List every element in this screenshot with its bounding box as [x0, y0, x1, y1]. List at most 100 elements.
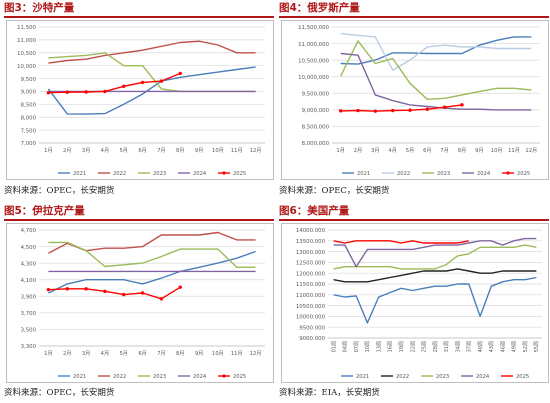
- legend-marker: [222, 171, 226, 175]
- panel-title: 图4：俄罗斯产量: [279, 2, 360, 14]
- legend-label: 2025: [233, 374, 246, 380]
- line-chart: 7,000 7,500 8,000 8,500 9,000 9,500 10,000 10,5…: [17, 25, 265, 177]
- series-line-2022: [48, 40, 256, 64]
- x-tick-label: 8月: [458, 147, 467, 154]
- source-note: 资料来源：OPEC，长安期货: [4, 388, 115, 398]
- y-tick-label: 4,300: [21, 261, 37, 267]
- y-tick-label: 10000.000: [296, 315, 326, 321]
- data-point-2025: [460, 103, 464, 107]
- chart-area: 8,000,000 8,500,000 9,000,000 9,500,000 10,0…: [281, 20, 549, 180]
- panel-title: 图5：伊拉克产量: [4, 205, 85, 217]
- series-line-2022: [340, 32, 532, 71]
- x-tick-label: 1月: [44, 350, 53, 357]
- line-chart: 8,000,000 8,500,000 9,000,000 9,500,000 10,0…: [298, 25, 540, 177]
- y-tick-label: 9,000: [21, 90, 37, 96]
- x-tick-label: 10月: [491, 147, 503, 154]
- data-point-2025: [65, 90, 69, 94]
- legend-label: 2025: [233, 171, 246, 177]
- y-tick-label: 4,100: [21, 278, 37, 284]
- y-tick-label: 9000.000: [299, 336, 325, 342]
- x-tick-label: 7月: [157, 350, 166, 357]
- x-tick-label: 2月: [354, 147, 363, 154]
- series-line-2021: [333, 276, 537, 324]
- x-tick-label: 1月: [44, 147, 53, 154]
- x-tick-label: 11月: [231, 350, 243, 357]
- x-tick-label: 4月: [388, 147, 397, 154]
- data-point-2025: [425, 107, 430, 111]
- x-tick-label: 11月: [231, 147, 243, 154]
- legend-label: 2025: [517, 171, 530, 177]
- line-chart: 3,300 3,500 3,700 3,900 4,100 4,300 4,500 4,700…: [21, 228, 265, 380]
- title-underline: [279, 219, 549, 221]
- x-tick-label: 40周: [478, 341, 484, 352]
- y-tick-label: 4,500: [21, 245, 37, 251]
- y-tick-label: 11000.000: [296, 293, 326, 299]
- series-line-2024: [333, 237, 537, 268]
- legend-label: 2023: [436, 374, 449, 380]
- x-tick-label: 49周: [512, 341, 518, 352]
- x-tick-label: 2月: [63, 147, 72, 154]
- y-tick-label: 10,000,000: [298, 75, 329, 81]
- data-point-2025: [373, 109, 378, 113]
- series-line-2023: [340, 40, 532, 101]
- series-line-2025: [340, 104, 463, 112]
- y-tick-label: 9,000,000: [302, 108, 330, 114]
- series-line-2025: [48, 286, 181, 300]
- legend-label: 2024: [193, 171, 207, 177]
- series-line-2025: [48, 72, 181, 94]
- data-point-2025: [159, 297, 164, 301]
- data-point-2025: [442, 105, 447, 109]
- legend-label: 2023: [437, 171, 450, 177]
- panel-title: 图3：沙特产量: [4, 2, 75, 14]
- x-tick-label: 34周: [455, 341, 461, 352]
- y-tick-label: 10,500,000: [298, 58, 329, 64]
- data-point-2025: [408, 108, 412, 112]
- y-tick-label: 3,700: [21, 311, 37, 317]
- x-tick-label: 5月: [120, 350, 129, 357]
- series-line-2023: [48, 241, 256, 268]
- x-tick-label: 01周: [331, 341, 337, 352]
- y-tick-label: 11,000: [17, 38, 36, 44]
- y-tick-label: 8,000: [21, 115, 37, 121]
- legend-label: 2022: [397, 171, 410, 177]
- source-note: 资料来源：OPEC，长安期货: [279, 186, 390, 196]
- series-line-2021: [47, 66, 256, 115]
- x-tick-label: 6月: [138, 350, 147, 357]
- y-tick-label: 12000.000: [296, 271, 326, 277]
- x-tick-label: 7月: [157, 147, 166, 154]
- panel-saudi: 图3：沙特产量 7,000 7,500 8,000 8,500 9,000 9,500 10…: [4, 0, 274, 200]
- data-point-2025: [178, 285, 182, 289]
- series-line-2024: [340, 52, 532, 111]
- x-tick-label: 1月: [336, 147, 345, 154]
- data-point-2025: [84, 287, 88, 291]
- x-tick-label: 5月: [120, 147, 129, 154]
- y-tick-label: 11500.000: [296, 282, 326, 288]
- x-tick-label: 2月: [63, 350, 72, 357]
- series-line-2021: [48, 250, 256, 294]
- y-tick-label: 7,500: [21, 128, 37, 134]
- series-line-2022: [48, 231, 256, 254]
- source-note: 资料来源：OPEC，长安期货: [4, 186, 115, 196]
- series-line-2025: [333, 240, 469, 244]
- x-tick-label: 37周: [467, 341, 473, 352]
- x-tick-label: 25周: [422, 341, 428, 352]
- x-tick-label: 52周: [523, 341, 529, 352]
- title-underline: [4, 219, 274, 221]
- y-tick-label: 3,300: [21, 344, 37, 350]
- y-tick-label: 14000.000: [296, 228, 326, 234]
- title-underline: [279, 16, 549, 18]
- x-tick-label: 13周: [376, 341, 382, 352]
- x-tick-label: 16周: [388, 341, 394, 352]
- data-point-2025: [159, 79, 164, 83]
- legend-label: 2021: [73, 374, 86, 380]
- x-tick-label: 55周: [534, 341, 540, 352]
- legend-marker: [222, 374, 226, 378]
- x-tick-label: 28周: [433, 341, 439, 352]
- panel-iraq: 图5：伊拉克产量 3,300 3,500 3,700 3,900 4,100 4,300 4…: [4, 203, 274, 403]
- series-line-2022: [333, 268, 537, 283]
- y-tick-label: 9,500,000: [302, 91, 330, 97]
- legend-label: 2023: [153, 171, 166, 177]
- data-point-2025: [103, 89, 107, 94]
- panel-russia: 图4：俄罗斯产量 8,000,000 8,500,000 9,000,000 9,50…: [279, 0, 549, 200]
- y-tick-label: 8,500: [21, 103, 37, 109]
